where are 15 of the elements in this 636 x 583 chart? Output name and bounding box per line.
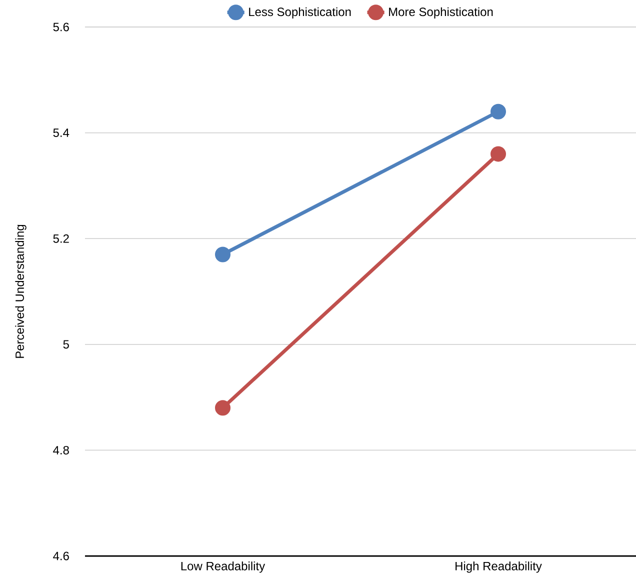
legend-label: More Sophistication: [389, 7, 493, 18]
y-axis-title: Perceived Understanding: [15, 224, 26, 358]
y-tick-label: 4.8: [53, 446, 69, 454]
y-tick-label: 5.6: [53, 22, 69, 32]
point: [490, 104, 506, 120]
legend-label: Less Sophistication: [249, 7, 351, 18]
point: [215, 400, 230, 416]
y-tick-label: 5.2: [53, 234, 69, 243]
y-tick-label: 5: [63, 340, 69, 349]
x-tick-label: Low Readability: [181, 562, 266, 573]
x-tick-label: High Readability: [456, 562, 542, 573]
point: [490, 146, 506, 162]
y-tick-label: 4.6: [53, 552, 69, 560]
y-tick-label: 5.4: [53, 128, 70, 137]
point: [215, 246, 230, 262]
